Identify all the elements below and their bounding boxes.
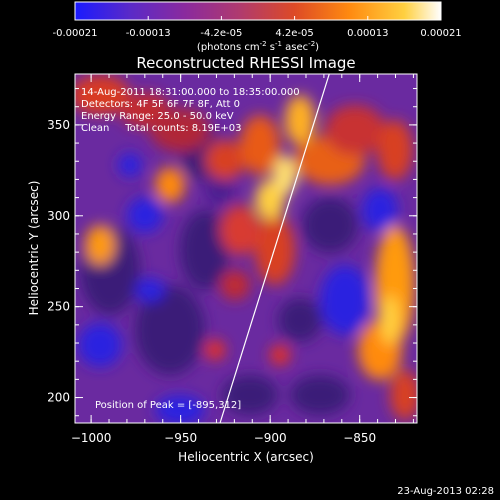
colorbar-tick-label: -0.00013 — [126, 28, 171, 39]
colorbar-tick-label: -0.00021 — [53, 28, 98, 39]
y-tick-label: 350 — [47, 118, 70, 132]
y-axis-ticks: 200 250 300 350 — [47, 88, 417, 417]
x-tick-label: −850 — [343, 431, 376, 445]
colorbar-ticks: -0.00021 -0.00013 -4.2e-05 4.2e-05 0.00013 0.… — [53, 16, 462, 39]
y-tick-label: 300 — [47, 209, 70, 223]
plot-frame — [74, 73, 418, 424]
footer-timestamp: 23-Aug-2013 02:28 — [397, 486, 494, 497]
annotation-counts: Clean Total counts: 8.19E+03 — [81, 123, 241, 134]
colorbar-tick-label: 0.00013 — [347, 28, 388, 39]
solar-limb-line — [219, 74, 330, 423]
x-tick-label: −950 — [164, 431, 197, 445]
peak-position-label: Position of Peak = [-895,312] — [95, 400, 241, 411]
annotation-detectors: Detectors: 4F 5F 6F 7F 8F, Att 0 — [81, 99, 240, 110]
chart-title: Reconstructed RHESSI Image — [136, 54, 355, 72]
observation-info: 14-Aug-2011 18:31:00.000 to 18:35:00.000… — [81, 87, 300, 134]
colorbar-gradient — [74, 1, 442, 21]
colorbar-tick-label: -4.2e-05 — [200, 28, 242, 39]
colorbar-unit: (photons cm-2 s-1 asec-2) — [197, 40, 319, 53]
x-axis-ticks: −1000 −950 −900 −850 — [71, 74, 414, 445]
colorbar-tick-label: 4.2e-05 — [275, 28, 313, 39]
heatmap-image — [75, 74, 417, 423]
annotation-time: 14-Aug-2011 18:31:00.000 to 18:35:00.000 — [81, 87, 300, 98]
colorbar-tick-label: 0.00021 — [420, 28, 461, 39]
y-tick-label: 200 — [47, 391, 70, 405]
x-tick-label: −900 — [254, 431, 287, 445]
colorbar: -0.00021 -0.00013 -4.2e-05 4.2e-05 0.00013 0.… — [53, 1, 462, 53]
annotation-energy: Energy Range: 25.0 - 50.0 keV — [81, 111, 234, 122]
x-axis-label: Heliocentric X (arcsec) — [178, 450, 314, 464]
y-axis-label: Heliocentric Y (arcsec) — [27, 181, 41, 316]
x-tick-label: −1000 — [71, 431, 112, 445]
y-tick-label: 250 — [47, 300, 70, 314]
